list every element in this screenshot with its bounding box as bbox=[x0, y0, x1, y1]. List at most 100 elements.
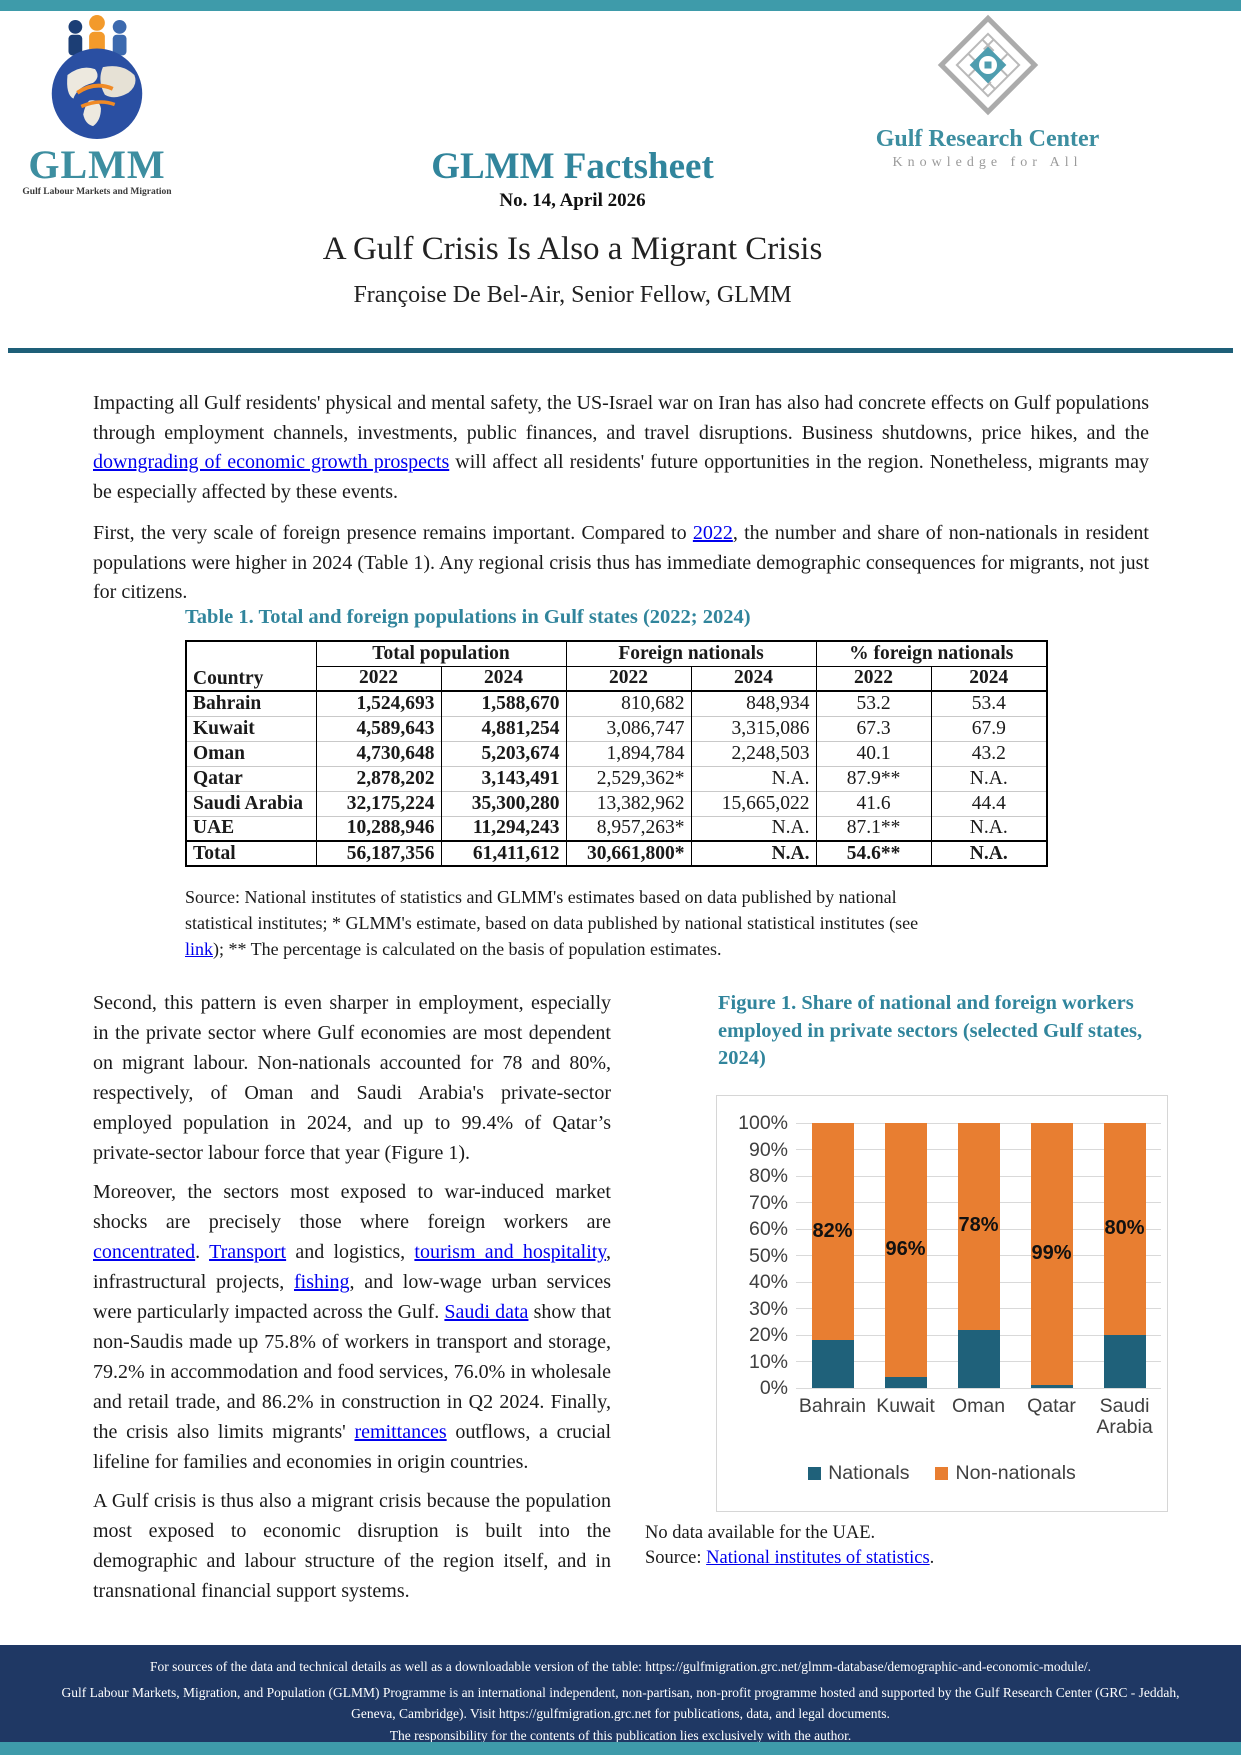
x-axis-category-label: Bahrain bbox=[798, 1395, 867, 1417]
table-cell: 4,589,643 bbox=[315, 715, 441, 741]
grc-logo-tagline: Knowledge for All bbox=[892, 155, 1083, 170]
top-teal-bar bbox=[0, 0, 1241, 11]
text-link[interactable]: National institutes of statistics bbox=[706, 1548, 930, 1568]
legend-swatch-icon bbox=[808, 1467, 822, 1480]
text-link[interactable]: fishing bbox=[293, 1271, 350, 1293]
chart-gridline bbox=[796, 1122, 1161, 1124]
text-run: Moreover, the sectors most exposed to wa… bbox=[93, 1181, 611, 1233]
figure1-note: No data available for the UAE. bbox=[645, 1523, 876, 1543]
glmm-logo-text: GLMM bbox=[28, 142, 166, 187]
footer-line-sources: For sources of the data and technical de… bbox=[150, 1659, 1091, 1674]
table1-group-foreign-nationals: Foreign nationals bbox=[565, 641, 816, 667]
legend-label: Non-nationals bbox=[955, 1462, 1076, 1484]
text-run: , the number and share of non-nationals … bbox=[93, 522, 1149, 603]
y-axis-tick-label: 60% bbox=[748, 1218, 788, 1240]
glmm-globe-icon bbox=[38, 15, 156, 144]
table-cell: 54.6** bbox=[815, 840, 931, 866]
table-cell: N.A. bbox=[930, 815, 1047, 841]
text-link[interactable]: concentrated bbox=[93, 1241, 196, 1263]
body-paragraph-4: Moreover, the sectors most exposed to wa… bbox=[93, 1177, 611, 1477]
table-row: Kuwait 4,589,643 4,881,254 3,086,747 3,315,0… bbox=[185, 715, 1047, 741]
text-link[interactable]: link bbox=[185, 939, 214, 959]
table-cell: 10,288,946 bbox=[315, 815, 441, 841]
x-axis-category-label: Qatar bbox=[1027, 1395, 1076, 1417]
year-header: 2022 bbox=[815, 666, 931, 692]
bar-segment-nationals bbox=[1030, 1385, 1073, 1388]
text-run: Second, this pattern is even sharper in … bbox=[93, 992, 611, 1164]
table-cell: 810,682 bbox=[565, 691, 691, 716]
table-row: Total 56,187,356 61,411,612 30,661,800* N.A.… bbox=[185, 840, 1047, 866]
y-axis-tick-label: 80% bbox=[748, 1165, 788, 1187]
y-axis-tick-label: 100% bbox=[738, 1112, 788, 1134]
table-cell: N.A. bbox=[690, 815, 816, 841]
body-paragraph-5: A Gulf crisis is thus also a migrant cri… bbox=[93, 1486, 611, 1606]
table-cell: 40.1 bbox=[815, 740, 931, 766]
table1-group-pct-foreign: % foreign nationals bbox=[815, 641, 1047, 667]
table-cell: 11,294,243 bbox=[440, 815, 566, 841]
bar-segment-non-nationals bbox=[811, 1123, 854, 1341]
table-cell: 56,187,356 bbox=[315, 840, 441, 866]
year-header: 2022 bbox=[315, 666, 441, 692]
grc-logo: Gulf Research Center Knowledge for All bbox=[845, 12, 1130, 171]
glmm-logo-tagline: Gulf Labour Markets and Migration bbox=[22, 187, 172, 197]
factsheet-title: GLMM Factsheet bbox=[431, 146, 714, 187]
legend-item: Nationals bbox=[808, 1462, 909, 1485]
text-run: . bbox=[929, 1548, 935, 1568]
legend-label: Nationals bbox=[828, 1462, 910, 1484]
bar-segment-non-nationals bbox=[884, 1123, 927, 1378]
text-run: Impacting all Gulf residents' physical a… bbox=[93, 392, 1149, 444]
table-cell: 61,411,612 bbox=[440, 840, 566, 866]
table-cell: N.A. bbox=[690, 765, 816, 791]
table-cell: 1,894,784 bbox=[565, 740, 691, 766]
table1-group-total-population: Total population bbox=[315, 641, 566, 667]
y-axis-tick-label: 70% bbox=[748, 1191, 788, 1214]
table-cell: 67.9 bbox=[930, 715, 1047, 741]
table-cell: 44.4 bbox=[930, 790, 1047, 816]
bar-data-label: 78% bbox=[958, 1214, 999, 1237]
year-header: 2024 bbox=[440, 666, 566, 692]
text-link[interactable]: tourism and hospitality bbox=[414, 1241, 607, 1263]
text-run: show that non-Saudis made up 75.8% of wo… bbox=[93, 1301, 611, 1443]
header-divider-rule bbox=[8, 348, 1233, 353]
text-link[interactable]: Transport bbox=[209, 1241, 287, 1263]
table-row: UAE 10,288,946 11,294,243 8,957,263* N.A. 87.… bbox=[185, 815, 1047, 841]
table-cell: 87.9** bbox=[815, 765, 931, 791]
table1-group-header-row: Country Total population Foreign nationa… bbox=[185, 641, 1047, 692]
table-cell: N.A. bbox=[930, 840, 1047, 866]
chart-plot-area: 82% 96% 78% 99% 80% bbox=[796, 1122, 1161, 1389]
table-cell: 2,529,362* bbox=[565, 765, 691, 791]
table-cell: 53.2 bbox=[815, 691, 931, 716]
table1-caption: Table 1. Total and foreign populations i… bbox=[185, 606, 751, 628]
table-row: Bahrain 1,524,693 1,588,670 810,682 848,934 5… bbox=[185, 691, 1047, 716]
text-link[interactable]: Saudi data bbox=[444, 1301, 529, 1323]
y-axis-tick-label: 0% bbox=[759, 1377, 788, 1399]
table1-year-header-row: 2022 2024 2022 2024 2022 2024 bbox=[186, 666, 1047, 692]
table-cell-country: Total bbox=[185, 840, 316, 866]
text-link[interactable]: 2022 bbox=[692, 522, 733, 544]
figure1-notes: No data available for the UAE. Source: N… bbox=[645, 1521, 1145, 1571]
table-cell: 2,878,202 bbox=[315, 765, 441, 791]
y-axis-tick-label: 90% bbox=[748, 1138, 788, 1161]
text-run: will affect all residents' future opport… bbox=[93, 451, 1150, 503]
text-run: and logistics, bbox=[286, 1241, 415, 1263]
table-cell: 30,661,800* bbox=[565, 840, 691, 866]
body-paragraph-3: Second, this pattern is even sharper in … bbox=[93, 988, 611, 1168]
grc-diamond-icon bbox=[936, 14, 1040, 122]
text-link[interactable]: downgrading of economic growth prospects bbox=[93, 451, 450, 473]
text-run: Source: National institutes of statistic… bbox=[185, 887, 919, 933]
bar-segment-non-nationals bbox=[957, 1123, 1000, 1330]
table-cell: 13,382,962 bbox=[565, 790, 691, 816]
text-link[interactable]: remittances bbox=[354, 1421, 447, 1443]
bar-segment-nationals bbox=[1103, 1335, 1146, 1388]
text-run: , infrastructural projects, bbox=[93, 1241, 612, 1293]
footer-line-responsibility: The responsibility for the contents of t… bbox=[389, 1728, 852, 1743]
table-cell: 32,175,224 bbox=[315, 790, 441, 816]
table1-body: Bahrain 1,524,693 1,588,670 810,682 848,934 5… bbox=[185, 691, 1047, 866]
table-cell: 3,143,491 bbox=[440, 765, 566, 791]
table-cell: 41.6 bbox=[815, 790, 931, 816]
table-cell-country: UAE bbox=[185, 815, 316, 841]
author-line: Françoise De Bel-Air, Senior Fellow, GLM… bbox=[353, 282, 792, 308]
y-axis-tick-label: 50% bbox=[748, 1244, 788, 1267]
table-cell: 2,248,503 bbox=[690, 740, 816, 766]
